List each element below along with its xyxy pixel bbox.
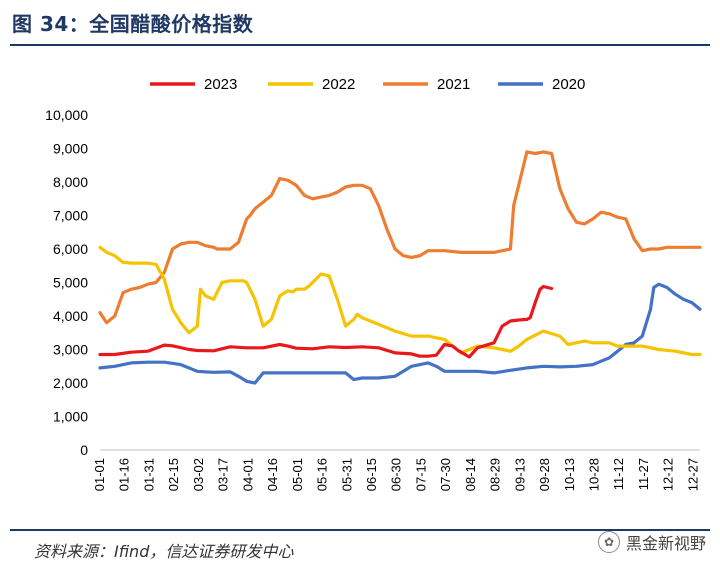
series-line-2020 — [98, 282, 702, 385]
watermark-text: 黑金新视野 — [625, 534, 706, 553]
x-tick-label: 01-16 — [117, 458, 132, 491]
x-tick-label: 11-27 — [636, 458, 651, 490]
x-tick-label: 11-12 — [611, 458, 626, 490]
x-tick-label: 05-16 — [315, 458, 330, 491]
x-tick-label: 03-17 — [216, 458, 231, 491]
series-line-2021 — [98, 150, 702, 325]
y-tick-label: 3,000 — [53, 342, 88, 358]
y-axis: 0 1,000 2,000 3,000 4,000 5,000 6,000 7,000 8,00… — [45, 107, 88, 458]
source-note: 资料来源：Ifind，信达证券研发中心 — [34, 542, 294, 561]
x-tick-label: 05-31 — [339, 458, 354, 491]
legend-label-2021: 2021 — [437, 76, 470, 93]
x-tick-label: 01-01 — [92, 458, 107, 491]
series-line-2022 — [98, 245, 702, 357]
y-tick-label: 2,000 — [53, 375, 88, 391]
y-tick-label: 10,000 — [45, 107, 88, 123]
x-tick-label: 07-30 — [438, 458, 453, 491]
legend-label-2023: 2023 — [204, 76, 237, 93]
x-axis: 01-01 01-16 01-31 02-15 03-02 03-17 04-01 04-16… — [92, 449, 700, 491]
x-tick-label: 10-28 — [587, 458, 602, 491]
wechat-icon: ✿ — [597, 531, 620, 553]
x-tick-label: 04-01 — [240, 458, 255, 491]
legend: 2023 2022 2021 2020 — [150, 76, 585, 93]
x-tick-label: 09-13 — [512, 458, 527, 491]
x-tick-label: 03-02 — [191, 458, 206, 491]
x-tick-label: 05-01 — [290, 458, 305, 491]
y-tick-label: 7,000 — [53, 208, 88, 224]
y-tick-label: 8,000 — [53, 174, 88, 190]
y-tick-label: 6,000 — [53, 241, 88, 257]
x-tick-label: 02-15 — [166, 458, 181, 491]
y-tick-label: 1,000 — [53, 409, 88, 425]
y-tick-label: 9,000 — [53, 141, 88, 157]
title-divider — [10, 44, 710, 46]
y-tick-label: 0 — [80, 442, 88, 458]
y-tick-label: 5,000 — [53, 275, 88, 291]
x-tick-label: 08-29 — [488, 458, 503, 491]
x-tick-label: 06-30 — [389, 458, 404, 491]
x-tick-label: 12-27 — [685, 458, 700, 491]
x-tick-label: 04-16 — [265, 458, 280, 491]
x-tick-label: 12-12 — [661, 458, 676, 491]
acetic-acid-price-chart: 2023 2022 2021 2020 0 1,000 2,000 3,000 4,000 5,… — [45, 76, 702, 491]
x-tick-label: 10-13 — [562, 458, 577, 491]
plot-area — [98, 150, 702, 385]
x-tick-label: 09-28 — [537, 458, 552, 491]
x-tick-label: 07-15 — [413, 458, 428, 491]
x-tick-label: 01-31 — [141, 458, 156, 491]
legend-label-2022: 2022 — [322, 76, 355, 93]
figure-title: 图 34：全国醋酸价格指数 — [12, 12, 254, 36]
y-tick-label: 4,000 — [53, 308, 88, 324]
watermark: ✿ 黑金新视野 — [597, 530, 706, 554]
x-tick-label: 06-15 — [364, 458, 379, 491]
series-line-2023 — [98, 284, 554, 359]
footer-divider — [10, 529, 710, 531]
x-tick-label: 08-14 — [463, 458, 478, 491]
legend-label-2020: 2020 — [552, 76, 585, 93]
